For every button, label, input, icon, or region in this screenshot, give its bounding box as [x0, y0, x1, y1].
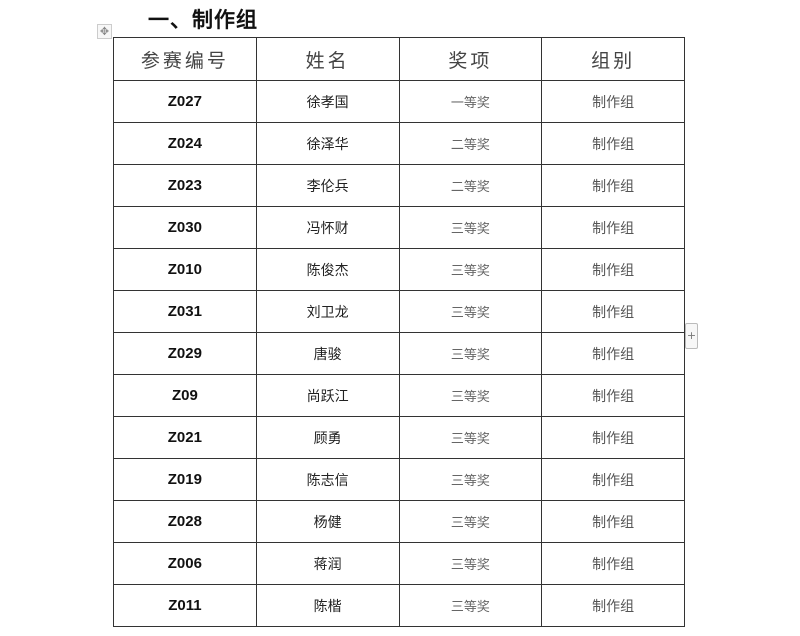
award-cell[interactable]: 一等奖: [398, 80, 543, 123]
name-cell[interactable]: 蒋润: [255, 542, 400, 585]
award-cell[interactable]: 三等奖: [398, 374, 543, 417]
entry-id-cell[interactable]: Z027: [113, 80, 257, 123]
award-cell[interactable]: 三等奖: [398, 500, 543, 543]
award-cell[interactable]: 三等奖: [398, 248, 543, 291]
entry-id-cell[interactable]: Z006: [113, 542, 257, 585]
entry-id-cell[interactable]: Z030: [113, 206, 257, 249]
award-cell[interactable]: 三等奖: [398, 416, 543, 459]
table-row: Z023 李伦兵 二等奖 制作组: [113, 164, 685, 207]
name-cell[interactable]: 徐孝国: [255, 80, 400, 123]
name-cell[interactable]: 陈志信: [255, 458, 400, 501]
entry-id-cell[interactable]: Z031: [113, 290, 257, 333]
name-cell[interactable]: 杨健: [255, 500, 400, 543]
group-cell[interactable]: 制作组: [541, 416, 685, 459]
award-table: 参赛编号 姓名 奖项 组别 Z027 徐孝国 一等奖 制作组 Z024 徐泽华 二等奖 制作组…: [113, 37, 685, 627]
header-name: 姓名: [255, 37, 400, 81]
name-cell[interactable]: 唐骏: [255, 332, 400, 375]
header-row: 参赛编号 姓名 奖项 组别: [113, 37, 685, 81]
table-row: Z010 陈俊杰 三等奖 制作组: [113, 248, 685, 291]
group-cell[interactable]: 制作组: [541, 206, 685, 249]
table-row: Z006 蒋润 三等奖 制作组: [113, 542, 685, 585]
table-row: Z028 杨健 三等奖 制作组: [113, 500, 685, 543]
award-cell[interactable]: 三等奖: [398, 584, 543, 627]
name-cell[interactable]: 李伦兵: [255, 164, 400, 207]
name-cell[interactable]: 陈楷: [255, 584, 400, 627]
name-cell[interactable]: 冯怀财: [255, 206, 400, 249]
group-cell[interactable]: 制作组: [541, 584, 685, 627]
entry-id-cell[interactable]: Z010: [113, 248, 257, 291]
group-cell[interactable]: 制作组: [541, 290, 685, 333]
name-cell[interactable]: 尚跃江: [255, 374, 400, 417]
table-row: Z027 徐孝国 一等奖 制作组: [113, 80, 685, 123]
table-row: Z030 冯怀财 三等奖 制作组: [113, 206, 685, 249]
header-group: 组别: [541, 37, 685, 81]
table-move-handle-icon[interactable]: ✥: [97, 24, 112, 39]
entry-id-cell[interactable]: Z028: [113, 500, 257, 543]
table-row: Z011 陈楷 三等奖 制作组: [113, 584, 685, 627]
entry-id-cell[interactable]: Z029: [113, 332, 257, 375]
add-row-icon[interactable]: +: [685, 323, 698, 349]
award-cell[interactable]: 三等奖: [398, 206, 543, 249]
name-cell[interactable]: 刘卫龙: [255, 290, 400, 333]
group-cell[interactable]: 制作组: [541, 122, 685, 165]
entry-id-cell[interactable]: Z024: [113, 122, 257, 165]
group-cell[interactable]: 制作组: [541, 542, 685, 585]
entry-id-cell[interactable]: Z021: [113, 416, 257, 459]
award-cell[interactable]: 三等奖: [398, 332, 543, 375]
award-cell[interactable]: 二等奖: [398, 164, 543, 207]
section-title: 一、制作组: [148, 8, 258, 32]
table-row: Z09 尚跃江 三等奖 制作组: [113, 374, 685, 417]
group-cell[interactable]: 制作组: [541, 332, 685, 375]
entry-id-cell[interactable]: Z019: [113, 458, 257, 501]
award-cell[interactable]: 三等奖: [398, 290, 543, 333]
group-cell[interactable]: 制作组: [541, 374, 685, 417]
group-cell[interactable]: 制作组: [541, 164, 685, 207]
award-cell[interactable]: 三等奖: [398, 458, 543, 501]
table-row: Z021 顾勇 三等奖 制作组: [113, 416, 685, 459]
table-row: Z024 徐泽华 二等奖 制作组: [113, 122, 685, 165]
table-row: Z019 陈志信 三等奖 制作组: [113, 458, 685, 501]
name-cell[interactable]: 陈俊杰: [255, 248, 400, 291]
table-row: Z029 唐骏 三等奖 制作组: [113, 332, 685, 375]
entry-id-cell[interactable]: Z023: [113, 164, 257, 207]
name-cell[interactable]: 徐泽华: [255, 122, 400, 165]
award-cell[interactable]: 三等奖: [398, 542, 543, 585]
group-cell[interactable]: 制作组: [541, 458, 685, 501]
group-cell[interactable]: 制作组: [541, 248, 685, 291]
award-cell[interactable]: 二等奖: [398, 122, 543, 165]
header-entry-id: 参赛编号: [113, 37, 257, 81]
group-cell[interactable]: 制作组: [541, 80, 685, 123]
entry-id-cell[interactable]: Z09: [113, 374, 257, 417]
table-row: Z031 刘卫龙 三等奖 制作组: [113, 290, 685, 333]
group-cell[interactable]: 制作组: [541, 500, 685, 543]
name-cell[interactable]: 顾勇: [255, 416, 400, 459]
header-award: 奖项: [398, 37, 543, 81]
entry-id-cell[interactable]: Z011: [113, 584, 257, 627]
